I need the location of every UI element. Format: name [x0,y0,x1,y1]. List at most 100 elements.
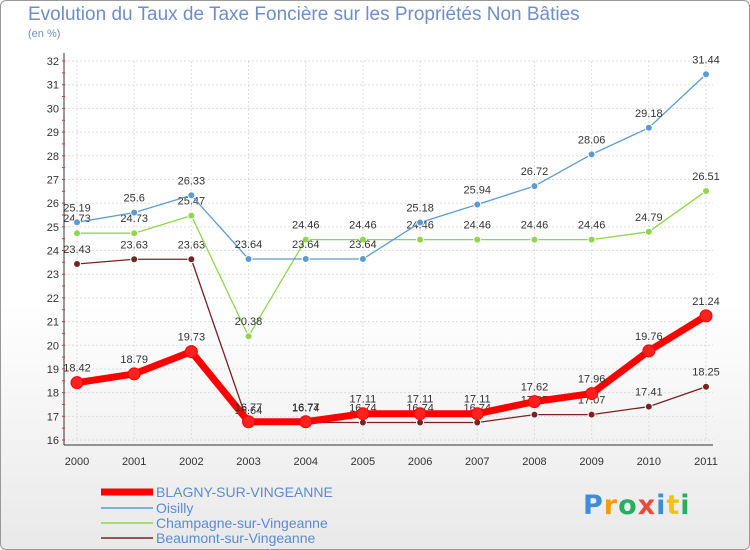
x-tick-label: 2009 [579,456,603,468]
data-point [244,255,253,264]
data-label: 17.11 [464,394,491,406]
data-label: 25.47 [178,196,206,208]
data-point [642,344,656,358]
y-tick-label: 28 [47,151,59,163]
data-point [587,150,596,159]
x-tick-label: 2007 [465,456,489,468]
data-point [530,410,539,419]
chart-title: Evolution du Taux de Taxe Foncière sur l… [28,4,580,25]
data-label: 23.63 [120,239,148,251]
proxiti-logo: Proxiti [583,490,691,521]
legend-label: Oisilly [156,500,193,516]
data-point [244,332,253,341]
data-label: 23.63 [178,239,206,251]
data-point [73,218,81,227]
legend-label: Champagne-sur-Vingeanne [156,515,328,531]
x-tick-label: 2010 [637,456,661,468]
y-tick-label: 29 [47,127,59,139]
data-label: 19.76 [635,331,663,343]
data-point [585,387,599,401]
y-tick-label: 21 [47,317,59,329]
data-point [301,255,310,264]
series-line [76,73,707,260]
data-point [130,255,139,264]
data-label: 29.18 [635,108,663,120]
data-label: 23.64 [292,239,320,251]
y-tick-label: 24 [47,246,59,258]
data-point [70,376,84,390]
data-point [187,211,196,220]
x-tick-label: 2005 [351,456,375,468]
y-tick-label: 32 [47,56,59,68]
logo-letter: t [666,490,681,521]
x-tick-label: 2011 [694,456,718,468]
y-tick-label: 22 [47,293,59,305]
data-label: 16.74 [292,402,320,414]
data-point [187,255,196,264]
data-point [356,407,370,421]
legend-label: BLAGNY-SUR-VINGEANNE [156,484,333,500]
data-label: 17.96 [578,374,606,386]
data-point [470,407,484,421]
y-tick-label: 26 [47,198,59,210]
data-label: 31.44 [692,54,720,66]
data-label: 23.64 [349,239,377,251]
data-point [242,415,256,429]
y-tick-label: 23 [47,269,59,281]
data-label: 25.18 [406,203,434,215]
data-label: 23.64 [235,239,263,251]
y-tick-label: 30 [47,103,59,115]
data-label: 24.46 [578,220,606,232]
data-point [702,70,710,79]
data-point [644,227,653,236]
data-label: 24.73 [120,213,148,225]
data-point [702,187,710,196]
series-line [76,312,708,426]
data-point [473,200,482,209]
data-label: 26.72 [521,166,549,178]
data-label: 23.43 [63,244,91,256]
data-label: 26.51 [692,171,720,183]
y-tick-label: 19 [47,364,59,376]
data-point [644,402,653,411]
data-point [301,235,310,244]
data-point [702,382,710,391]
data-point [184,345,198,359]
x-tick-label: 2003 [236,456,260,468]
data-label: 17.11 [350,394,377,406]
x-tick-label: 2004 [293,456,317,468]
data-label: 24.46 [464,220,492,232]
data-label: 16.77 [292,402,320,414]
x-tick-label: 2008 [522,456,546,468]
data-label: 25.6 [123,193,144,205]
data-point [73,229,81,238]
data-label: 21.24 [692,296,720,308]
x-tick-label: 2006 [408,456,432,468]
legend-label: Beaumont-sur-Vingeanne [156,530,316,546]
data-point [644,123,653,132]
data-label: 26.33 [178,175,206,187]
data-label: 17.41 [635,387,663,399]
data-label: 24.46 [292,220,320,232]
logo-letter: P [583,490,604,521]
logo-letter: o [618,490,638,521]
data-label: 18.79 [120,354,148,366]
logo-letter: i [656,490,667,521]
data-point [473,235,482,244]
data-label: 28.06 [578,134,606,146]
data-label: 18.42 [63,363,91,375]
y-tick-label: 31 [47,80,59,92]
data-point [587,235,596,244]
data-label: 24.46 [521,220,549,232]
y-tick-label: 20 [47,340,59,352]
data-point [530,235,539,244]
x-tick-label: 2000 [65,456,89,468]
data-point [699,309,713,323]
y-tick-label: 27 [47,174,59,186]
x-tick-label: 2002 [179,456,203,468]
y-axis-unit: (en %) [28,28,61,40]
y-tick-label: 18 [47,388,59,400]
data-point [527,395,541,409]
data-label: 24.46 [349,220,377,232]
